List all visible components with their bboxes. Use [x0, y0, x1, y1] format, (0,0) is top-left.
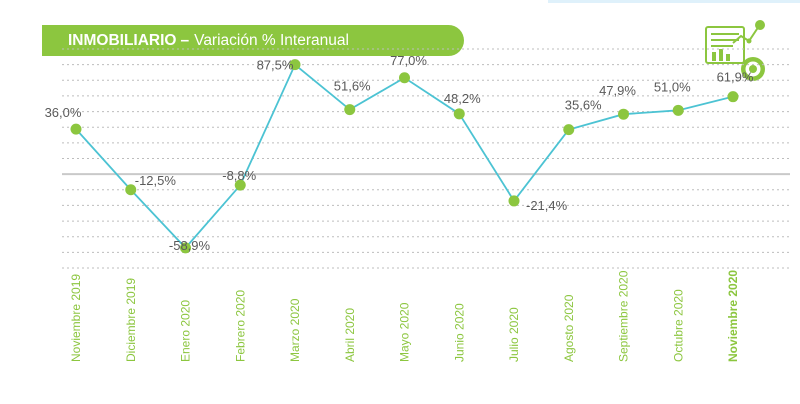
data-label: 51,6% [334, 79, 371, 94]
top-accent-bar [548, 0, 800, 3]
x-tick-label: Junio 2020 [452, 303, 466, 362]
x-tick-label: Diciembre 2019 [124, 278, 138, 362]
x-tick-label: Abril 2020 [343, 308, 357, 362]
data-label: 48,2% [444, 91, 481, 106]
data-point [727, 91, 739, 103]
gridlines [62, 48, 790, 269]
data-label: 87,5% [257, 58, 294, 73]
data-point [234, 179, 246, 191]
x-tick-label: Septiembre 2020 [617, 270, 631, 362]
data-point [453, 108, 465, 120]
data-point [563, 124, 575, 136]
title-bold: INMOBILIARIO [68, 31, 177, 49]
data-point [399, 72, 410, 84]
data-label: 36,0% [45, 105, 82, 120]
data-label: -12,5% [135, 173, 177, 188]
data-label: 77,0% [390, 53, 427, 68]
data-point [344, 104, 356, 116]
x-axis-ticks: Noviembre 2019 Diciembre 2019 Enero 2020 Fe… [69, 270, 740, 362]
data-label: -8,8% [222, 168, 256, 183]
x-tick-label: Julio 2020 [507, 307, 521, 362]
x-tick-label: Marzo 2020 [288, 298, 302, 362]
chart-report-icon [705, 20, 765, 81]
x-tick-label: Mayo 2020 [398, 302, 412, 362]
data-label: 35,6% [565, 98, 602, 113]
title-rest: Variación % Interanual [194, 31, 349, 49]
data-point [618, 108, 629, 120]
x-tick-label: Enero 2020 [179, 300, 193, 362]
data-label: 51,0% [654, 79, 691, 94]
data-point [180, 242, 191, 254]
x-tick-label: Octubre 2020 [671, 289, 685, 362]
data-points [70, 59, 739, 254]
data-point [508, 195, 520, 207]
data-labels: 36,0% -12,5% -58,9% -8,8% 87,5% 51,6% 77,0% 48,… [45, 53, 754, 253]
data-label: 61,9% [717, 70, 754, 85]
data-point [70, 123, 82, 135]
data-point [289, 59, 301, 71]
title-separator: – [180, 31, 190, 49]
chart-title-banner: INMOBILIARIO – Variación % Interanual [42, 25, 464, 56]
data-label: -58,9% [169, 238, 211, 253]
x-tick-label: Febrero 2020 [233, 290, 247, 362]
data-point [672, 104, 684, 116]
data-label: -21,4% [526, 198, 568, 213]
data-label: 47,9% [599, 83, 636, 98]
x-tick-label: Agosto 2020 [562, 294, 576, 362]
x-tick-label: Noviembre 2020 [726, 270, 740, 362]
data-point [125, 184, 137, 196]
x-tick-label: Noviembre 2019 [69, 274, 83, 362]
